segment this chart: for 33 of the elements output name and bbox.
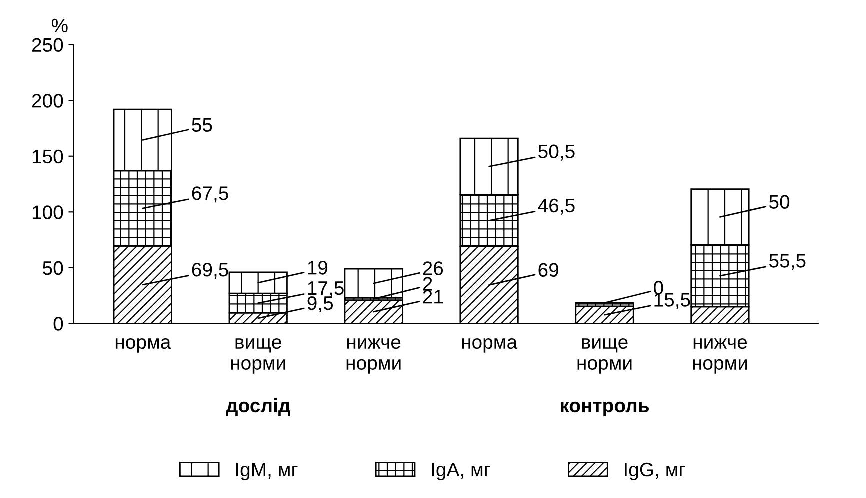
x-tick-label: норма xyxy=(116,338,172,353)
data-label: 2 xyxy=(423,277,432,291)
data-label: 46,5 xyxy=(538,198,575,215)
text: контроль xyxy=(561,402,650,416)
data-label: 50 xyxy=(769,195,790,209)
data-label: 69,5 xyxy=(192,263,228,280)
y-tick-label: 200 xyxy=(32,94,64,108)
data-label: 15,5 xyxy=(654,293,690,310)
x-tick-label: вище норми xyxy=(231,338,286,374)
data-label: 55,5 xyxy=(769,254,806,270)
legend-label: IgM, мг xyxy=(236,463,298,480)
data-label: 26 xyxy=(423,262,444,276)
data-label: 19 xyxy=(308,261,328,275)
data-label: 21 xyxy=(423,290,443,304)
text: дослід xyxy=(226,398,290,416)
data-label: 55 xyxy=(192,118,212,132)
data-label: 50,5 xyxy=(538,144,575,161)
legend-label: IgG, мг xyxy=(625,462,686,480)
x-tick-label: нижче норми xyxy=(693,338,748,374)
y-axis-title: % xyxy=(52,18,68,33)
y-tick-label: 250 xyxy=(32,38,64,52)
x-tick-label: нижче норми xyxy=(346,338,401,374)
y-tick-label: 0 xyxy=(54,317,64,331)
legend-label: IgA, мг xyxy=(432,463,490,480)
data-label: 69 xyxy=(538,263,558,278)
y-tick-label: 150 xyxy=(32,150,64,164)
y-tick-label: 100 xyxy=(32,206,64,220)
data-label: 17,5 xyxy=(308,282,344,298)
data-label: 9,5 xyxy=(308,296,334,313)
x-tick-label: вище норми xyxy=(578,338,632,374)
x-tick-label: норма xyxy=(462,338,518,353)
y-tick-label: 50 xyxy=(43,261,64,276)
data-label: 67,5 xyxy=(192,186,228,203)
